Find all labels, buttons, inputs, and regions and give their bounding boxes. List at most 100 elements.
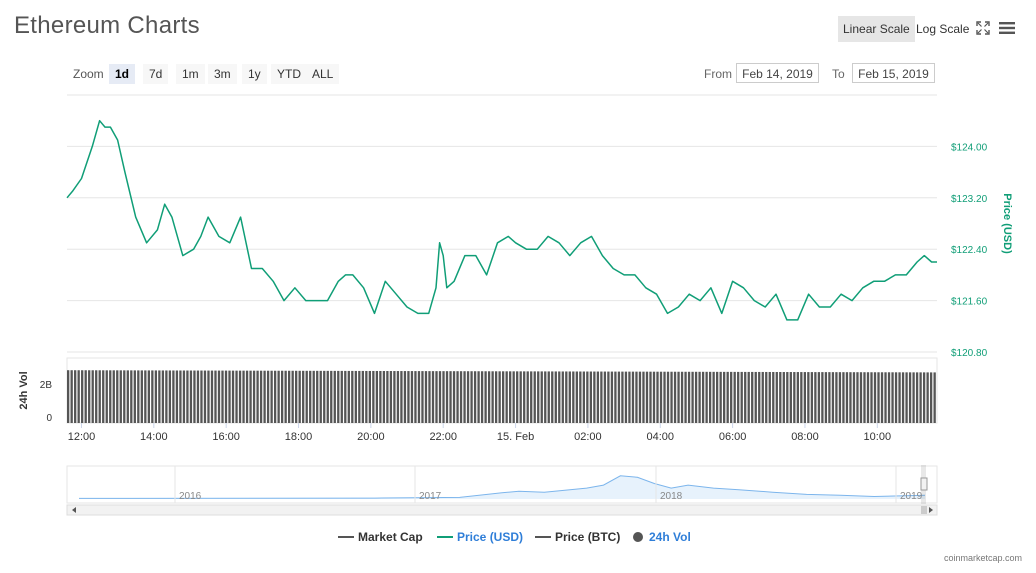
volume-bar — [933, 372, 936, 423]
legend-market-cap[interactable]: Market Cap — [338, 530, 423, 544]
volume-bar — [782, 372, 785, 423]
volume-bar — [182, 370, 186, 423]
volume-bar — [291, 370, 294, 423]
volume-bar — [698, 371, 701, 423]
zoom-1d-button[interactable]: 1d — [109, 64, 136, 84]
volume-bar — [228, 370, 231, 423]
legend-price-btc[interactable]: Price (BTC) — [535, 530, 620, 544]
volume-bar — [309, 370, 312, 423]
legend-price-usd[interactable]: Price (USD) — [437, 530, 523, 544]
volume-bar — [803, 372, 806, 423]
volume-bar — [596, 371, 600, 423]
volume-bar — [494, 371, 498, 423]
zoom-1m-button[interactable]: 1m — [176, 64, 205, 84]
volume-bar — [821, 372, 824, 423]
volume-bar — [196, 370, 200, 423]
volume-bar — [652, 371, 656, 423]
volume-bar — [712, 371, 715, 423]
volume-bar — [789, 372, 792, 423]
legend-price-usd-label: Price (USD) — [457, 530, 524, 544]
volume-bar — [502, 371, 505, 423]
volume-bar — [828, 372, 831, 423]
volume-bar — [568, 371, 571, 423]
y-axis-title: Price (USD) — [1001, 193, 1013, 254]
volume-bar — [824, 372, 828, 423]
volume-bar — [807, 372, 810, 423]
volume-bar — [305, 370, 308, 423]
volume-bar — [438, 371, 442, 423]
volume-bar — [130, 370, 133, 423]
volume-bar — [649, 371, 652, 423]
volume-bar — [891, 372, 894, 423]
legend-24h-vol[interactable]: 24h Vol — [633, 530, 691, 544]
fullscreen-icon[interactable] — [976, 21, 990, 40]
volume-bar — [600, 371, 603, 423]
volume-bar — [922, 372, 926, 423]
volume-bar — [929, 372, 933, 423]
volume-bar — [284, 370, 287, 423]
volume-bar — [730, 371, 733, 423]
volume-bar — [537, 371, 540, 423]
volume-bar — [726, 371, 729, 423]
volume-bar — [452, 371, 456, 423]
volume-bar — [179, 370, 182, 423]
zoom-ytd-button[interactable]: YTD — [271, 64, 307, 84]
volume-bar — [316, 370, 319, 423]
volume-bar — [659, 371, 663, 423]
volume-bar — [487, 371, 491, 423]
volume-bar — [375, 370, 379, 423]
volume-bar — [617, 371, 621, 423]
volume-bar — [126, 370, 129, 423]
volume-bar — [842, 372, 845, 423]
volume-bar — [473, 371, 477, 423]
volume-bar — [147, 370, 150, 423]
volume-bar — [379, 370, 382, 423]
linear-scale-button[interactable]: Linear Scale — [838, 16, 915, 42]
volume-bar — [775, 372, 778, 423]
volume-bar — [547, 371, 550, 423]
to-date-input[interactable]: Feb 15, 2019 — [852, 63, 935, 83]
menu-icon[interactable] — [999, 21, 1015, 40]
volume-bar — [593, 371, 596, 423]
volume-bar — [119, 370, 122, 423]
volume-bar — [245, 370, 249, 423]
volume-bar — [403, 371, 407, 423]
volume-bar — [140, 370, 143, 423]
volume-bar — [256, 370, 259, 423]
volume-bar — [523, 371, 526, 423]
volume-bar — [459, 371, 463, 423]
volume-bar — [901, 372, 905, 423]
price-usd-line — [66, 119, 937, 321]
scroll-left-icon — [72, 507, 76, 513]
volume-bar — [884, 372, 887, 423]
zoom-1y-button[interactable]: 1y — [242, 64, 267, 84]
from-date-input[interactable]: Feb 14, 2019 — [736, 63, 819, 83]
volume-bar — [512, 371, 515, 423]
volume-bar — [193, 370, 196, 423]
volume-bar — [715, 371, 719, 423]
volume-bar — [845, 372, 849, 423]
volume-bar — [210, 370, 214, 423]
volume-bar — [288, 370, 291, 423]
volume-bar — [266, 370, 270, 423]
volume-bar — [161, 370, 165, 423]
page-title: Ethereum Charts — [14, 12, 200, 39]
volume-bar — [926, 372, 929, 423]
volume-tick-label: 0 — [46, 413, 52, 424]
volume-bar — [270, 370, 273, 423]
zoom-3m-button[interactable]: 3m — [208, 64, 237, 84]
volume-bar — [631, 371, 635, 423]
log-scale-button[interactable]: Log Scale — [916, 22, 970, 36]
volume-bar — [396, 371, 400, 423]
volume-bar — [238, 370, 242, 423]
zoom-7d-button[interactable]: 7d — [143, 64, 169, 84]
volume-bar — [480, 371, 484, 423]
volume-bar — [873, 372, 877, 423]
zoom-all-button[interactable]: ALL — [306, 64, 340, 84]
x-tick-label: 10:00 — [864, 431, 892, 443]
volume-bar — [642, 371, 645, 423]
volume-bar — [491, 371, 494, 423]
volume-bar — [915, 372, 919, 423]
volume-bar — [708, 371, 712, 423]
volume-bar — [456, 371, 459, 423]
